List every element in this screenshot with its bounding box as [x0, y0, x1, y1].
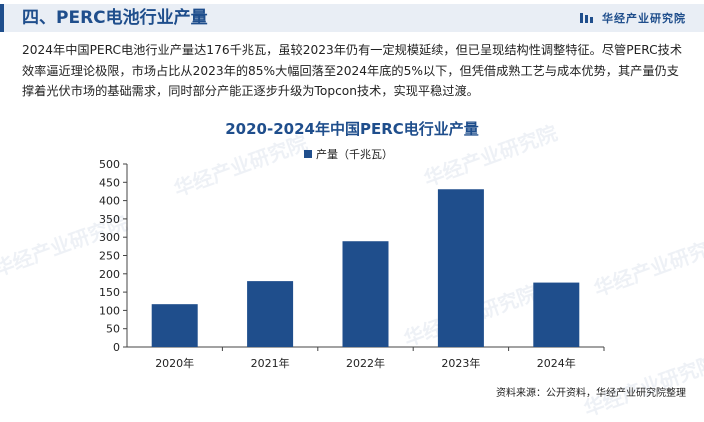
chart-title: 2020-2024年中国PERC电行业产量 — [225, 120, 479, 138]
x-tick-label: 2024年 — [537, 356, 576, 370]
y-tick-label: 500 — [99, 158, 120, 171]
bar — [437, 189, 484, 347]
y-tick-label: 100 — [99, 304, 120, 317]
y-tick-label: 150 — [99, 286, 120, 299]
brand: 华经产业研究院 — [580, 4, 686, 32]
bar — [342, 241, 389, 347]
bar — [151, 304, 198, 347]
y-tick-label: 200 — [99, 268, 120, 281]
y-tick-label: 400 — [99, 195, 120, 208]
description-paragraph: 2024年中国PERC电池行业产量达176千兆瓦，虽较2023年仍有一定规模延续… — [22, 43, 683, 98]
brand-logo-icon — [580, 13, 593, 23]
header-accent — [0, 4, 4, 32]
y-tick-label: 450 — [99, 176, 120, 189]
legend-swatch — [304, 150, 312, 158]
bar — [533, 282, 580, 347]
y-tick-label: 300 — [99, 231, 120, 244]
header-bar: 四、PERC电池行业产量 华经产业研究院 — [0, 4, 704, 32]
x-tick-label: 2020年 — [155, 356, 194, 370]
y-tick-label: 350 — [99, 213, 120, 226]
bar — [247, 281, 294, 347]
legend-label: 产量（千兆瓦） — [316, 147, 393, 161]
source-note: 资料来源：公开资料，华经产业研究院整理 — [496, 388, 686, 399]
section-title: 四、PERC电池行业产量 — [22, 8, 208, 28]
y-tick-label: 0 — [113, 341, 120, 354]
x-tick-label: 2022年 — [346, 356, 385, 370]
x-tick-label: 2021年 — [251, 356, 290, 370]
x-tick-label: 2023年 — [441, 356, 480, 370]
brand-name: 华经产业研究院 — [602, 12, 686, 25]
y-tick-label: 50 — [106, 323, 120, 336]
y-tick-label: 250 — [99, 250, 120, 263]
